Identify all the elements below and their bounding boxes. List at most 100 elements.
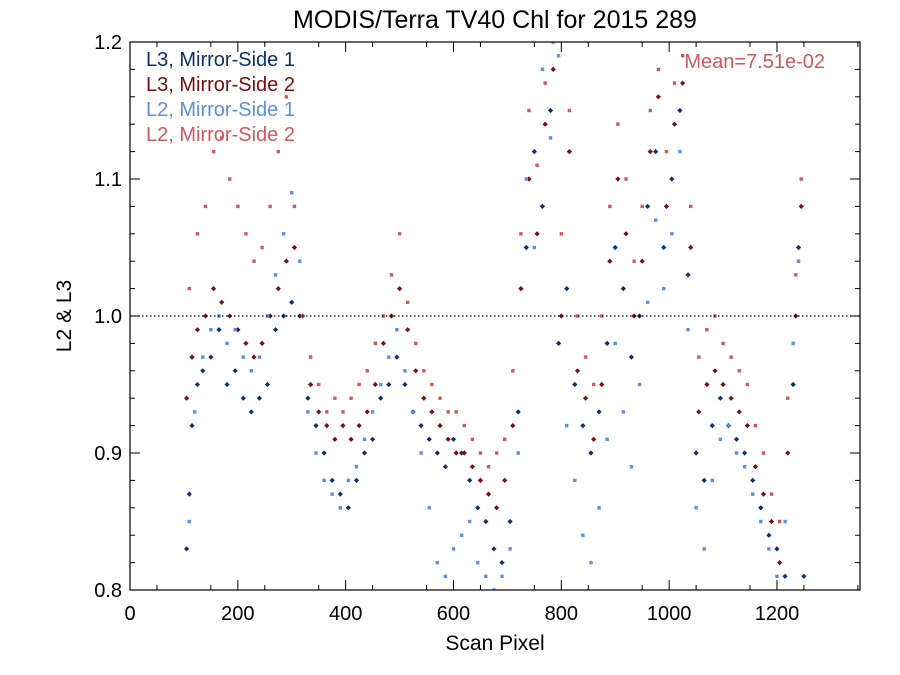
point-s1-22 [337,491,343,497]
point-s4-12 [276,149,280,154]
point-s1-7 [216,327,222,333]
point-s1-58 [628,354,635,360]
point-s1-32 [418,423,424,429]
point-s4-17 [317,382,321,387]
point-s1-64 [677,107,683,114]
point-s1-54 [596,409,602,415]
point-s2-23 [356,423,362,429]
point-s4-69 [737,369,741,373]
point-s2-56 [623,231,629,237]
point-s3-26 [387,355,391,359]
point-s2-2 [189,354,195,360]
point-s3-48 [565,423,569,428]
point-s3-36 [467,519,472,524]
point-s1-63 [669,176,675,182]
y-tick-label: 0.9 [94,443,122,465]
point-s1-78 [790,381,796,388]
point-s3-66 [710,478,714,483]
point-s1-65 [685,272,691,278]
point-s2-65 [696,409,702,415]
point-s4-60 [664,149,669,154]
point-s2-61 [663,203,670,209]
point-s2-64 [688,244,694,251]
point-s1-35 [442,464,448,470]
point-s3-2 [192,410,197,414]
point-s2-51 [582,395,589,401]
point-s2-62 [671,121,678,127]
point-s3-60 [662,286,666,291]
point-s3-3 [201,355,205,359]
point-s1-34 [434,450,440,456]
legend-entry-4: L2, Mirror-Side 2 [146,124,295,146]
point-s4-76 [794,273,798,277]
point-s4-38 [486,465,491,469]
point-s1-19 [313,423,319,429]
point-s2-52 [591,436,597,442]
y-tick-label: 0.8 [94,580,122,602]
point-s4-13 [284,95,289,99]
point-s3-58 [645,300,650,304]
point-s2-68 [720,381,726,388]
point-s3-22 [354,465,359,469]
point-s2-13 [275,286,281,292]
point-s3-12 [273,273,278,277]
point-s1-18 [305,395,311,401]
point-s3-76 [791,341,795,346]
x-tick-label: 800 [545,603,578,625]
point-s2-38 [477,477,484,483]
point-s1-24 [353,477,360,483]
point-s1-9 [232,368,238,374]
point-s3-25 [379,382,383,387]
point-s1-38 [467,477,473,483]
point-s3-14 [290,191,294,195]
point-s2-19 [324,423,330,429]
point-s4-19 [333,396,337,400]
point-s3-24 [370,410,375,414]
point-s2-1 [184,395,190,401]
point-s3-15 [298,259,302,263]
point-s4-33 [446,410,450,414]
x-tick-label: 1200 [755,603,800,625]
point-s4-42 [519,232,523,236]
point-s4-56 [632,259,636,263]
point-s2-42 [510,423,516,429]
point-s1-50 [564,286,570,292]
tick-labels-layer: 0 200 400 600 800 1000 1200 0.8 0.9 1.0 1.1 1.2 [94,32,799,625]
point-s4-5 [219,136,224,140]
point-s3-49 [573,478,577,483]
point-s4-35 [462,423,466,428]
point-s2-33 [437,423,443,429]
point-s3-77 [796,259,801,263]
point-s3-72 [759,519,763,524]
point-s1-66 [693,450,699,456]
point-s3-21 [346,478,351,483]
point-s1-33 [426,436,432,442]
point-s1-42 [499,560,505,566]
point-s1-25 [361,450,368,456]
point-s3-59 [653,218,658,222]
point-s1-80 [801,573,807,579]
point-s1-43 [507,518,513,525]
point-s3-52 [597,506,601,510]
point-s1-21 [329,477,335,483]
point-s3-17 [314,451,318,455]
point-s4-45 [543,81,547,85]
point-s4-47 [559,232,564,236]
point-s3-63 [686,328,690,332]
point-s4-52 [600,314,604,318]
point-s1-36 [450,436,457,442]
point-s3-73 [767,547,771,551]
point-s2-15 [291,244,298,251]
point-s1-10 [240,395,246,401]
point-s4-30 [422,369,426,373]
point-s3-57 [637,382,642,387]
point-s3-43 [524,177,528,181]
point-s1-72 [742,450,748,456]
legend-entry-3: L2, Mirror-Side 1 [146,99,295,121]
point-s3-10 [257,355,262,359]
point-s2-53 [599,381,605,388]
point-s3-27 [395,328,399,332]
point-s4-3 [203,204,208,209]
x-tick-label: 600 [437,603,470,625]
